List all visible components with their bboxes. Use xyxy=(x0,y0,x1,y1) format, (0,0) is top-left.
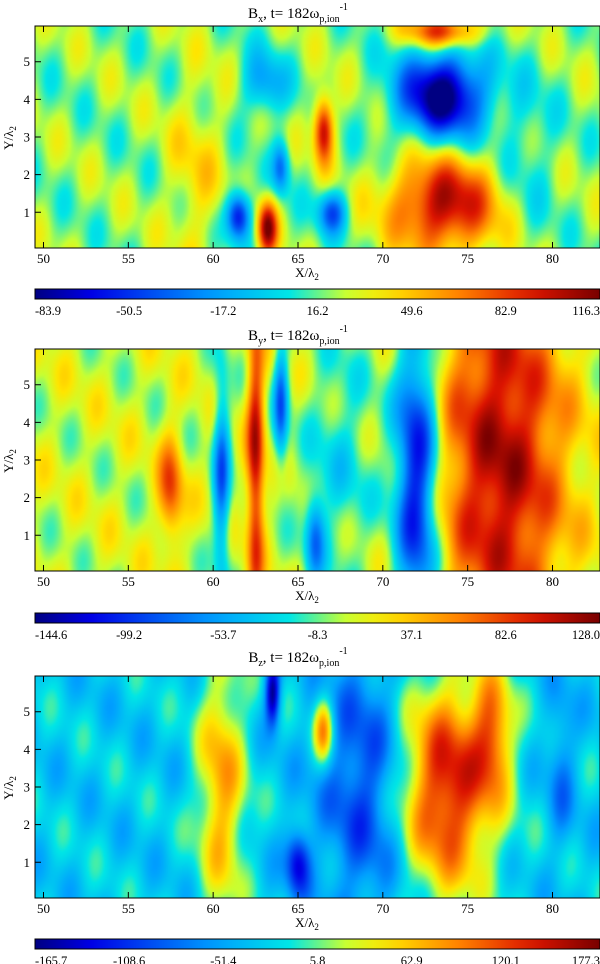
x-tick-label: 60 xyxy=(207,251,220,266)
by-y-axis-label: Y/λ2 xyxy=(1,449,18,473)
y-tick-label: 3 xyxy=(24,130,31,145)
x-tick-label: 50 xyxy=(37,574,50,589)
by-y-ticks: 1 2 3 4 5 xyxy=(24,377,41,543)
x-tick-label: 80 xyxy=(546,901,559,916)
colorbar-tick-label: -165.7 xyxy=(35,954,67,964)
bz-y-axis-label: Y/λ2 xyxy=(1,776,18,800)
x-tick-label: 60 xyxy=(207,574,220,589)
y-tick-label: 5 xyxy=(24,377,31,392)
x-tick-label: 80 xyxy=(546,251,559,266)
bx-colorbar-ticks: -83.9 -50.5 -17.2 16.2 49.6 82.9 116.3 xyxy=(35,304,600,318)
y-tick-label: 4 xyxy=(24,92,31,107)
y-tick-label: 2 xyxy=(24,490,31,505)
colorbar-tick-label: 5.8 xyxy=(310,954,326,964)
by-title: By, t= 182ωp,ion-1 xyxy=(248,324,348,347)
bx-title: Bx, t= 182ωp,ion-1 xyxy=(248,2,348,25)
colorbar-tick-label: -83.9 xyxy=(35,304,61,318)
x-tick-label: 70 xyxy=(376,251,389,266)
x-tick-label: 75 xyxy=(461,574,474,589)
colorbar-tick-label: 62.9 xyxy=(401,954,423,964)
bz-x-axis-label: X/λ2 xyxy=(295,915,319,932)
y-tick-label: 1 xyxy=(24,855,31,870)
colorbar-tick-label: 16.2 xyxy=(307,304,329,318)
colorbar-tick-label: 116.3 xyxy=(572,304,600,318)
bx-y-ticks: 1 2 3 4 5 xyxy=(24,54,41,220)
y-tick-label: 3 xyxy=(24,453,31,468)
y-tick-label: 3 xyxy=(24,780,31,795)
bz-figure-svg: Bz, t= 182ωp,ion-1 50 55 60 65 70 75 80 12345 … xyxy=(1,646,600,964)
bx-heatmap xyxy=(35,26,600,248)
x-tick-label: 55 xyxy=(122,251,135,266)
y-tick-label: 4 xyxy=(24,742,31,757)
y-tick-label: 4 xyxy=(24,415,31,430)
bz-title: Bz, t= 182ωp,ion-1 xyxy=(248,646,347,669)
x-tick-label: 65 xyxy=(291,251,304,266)
colorbar-tick-label: -8.3 xyxy=(308,628,328,642)
x-tick-label: 75 xyxy=(461,901,474,916)
bz-y-ticks: 1 2 3 4 5 xyxy=(24,704,41,870)
colorbar-tick-label: 49.6 xyxy=(401,304,423,318)
by-figure-svg: By, t= 182ωp,ion-1 50 55 60 65 70 75 80 12345 … xyxy=(1,324,600,642)
x-tick-label: 75 xyxy=(461,251,474,266)
bz-heatmap xyxy=(35,676,600,898)
x-tick-label: 70 xyxy=(376,574,389,589)
y-tick-label: 5 xyxy=(24,704,31,719)
colorbar-tick-label: 120.1 xyxy=(492,954,520,964)
y-tick-label: 1 xyxy=(24,205,31,220)
x-tick-label: 55 xyxy=(122,901,135,916)
colorbar-tick-label: -50.5 xyxy=(116,304,142,318)
colorbar-tick-label: 37.1 xyxy=(401,628,423,642)
y-tick-label: 1 xyxy=(24,528,31,543)
by-x-ticks: 50 55 60 65 70 75 80 xyxy=(37,349,559,589)
colorbar-tick-label: 82.9 xyxy=(495,304,517,318)
colorbar-tick-label: -17.2 xyxy=(210,304,236,318)
bx-y-axis-label: Y/λ2 xyxy=(1,126,18,150)
x-tick-label: 65 xyxy=(291,901,304,916)
bx-x-ticks: 50 55 60 65 70 75 80 xyxy=(37,26,559,266)
x-tick-label: 50 xyxy=(37,901,50,916)
x-tick-label: 60 xyxy=(207,901,220,916)
bx-x-axis-label: X/λ2 xyxy=(295,265,319,282)
bz-colorbar-ticks: -165.7 -108.6 -51.4 5.8 62.9 120.1 177.3 xyxy=(35,954,600,964)
y-tick-label: 5 xyxy=(24,54,31,69)
x-tick-label: 65 xyxy=(291,574,304,589)
bz-colorbar xyxy=(34,938,600,950)
colorbar-tick-label: 177.3 xyxy=(572,954,600,964)
x-tick-label: 70 xyxy=(376,901,389,916)
x-tick-label: 80 xyxy=(546,574,559,589)
colorbar-tick-label: 82.6 xyxy=(495,628,517,642)
bx-figure-svg: Bx, t= 182ωp,ion-1 50 55 60 65 70 75 80 12345 … xyxy=(1,2,600,318)
colorbar-tick-label: -51.4 xyxy=(210,954,237,964)
bz-x-ticks: 50 55 60 65 70 75 80 xyxy=(37,676,559,916)
by-colorbar-ticks: -144.6 -99.2 -53.7 -8.3 37.1 82.6 128.0 xyxy=(35,628,600,642)
by-colorbar xyxy=(34,612,600,624)
y-tick-label: 2 xyxy=(24,167,31,182)
colorbar-tick-label: 128.0 xyxy=(572,628,600,642)
x-tick-label: 55 xyxy=(122,574,135,589)
by-heatmap xyxy=(35,349,600,571)
colorbar-tick-label: -144.6 xyxy=(35,628,67,642)
colorbar-tick-label: -53.7 xyxy=(210,628,236,642)
colorbar-tick-label: -108.6 xyxy=(113,954,145,964)
y-tick-label: 2 xyxy=(24,817,31,832)
by-x-axis-label: X/λ2 xyxy=(295,588,319,605)
colorbar-tick-label: -99.2 xyxy=(116,628,142,642)
x-tick-label: 50 xyxy=(37,251,50,266)
bx-colorbar xyxy=(34,288,600,300)
